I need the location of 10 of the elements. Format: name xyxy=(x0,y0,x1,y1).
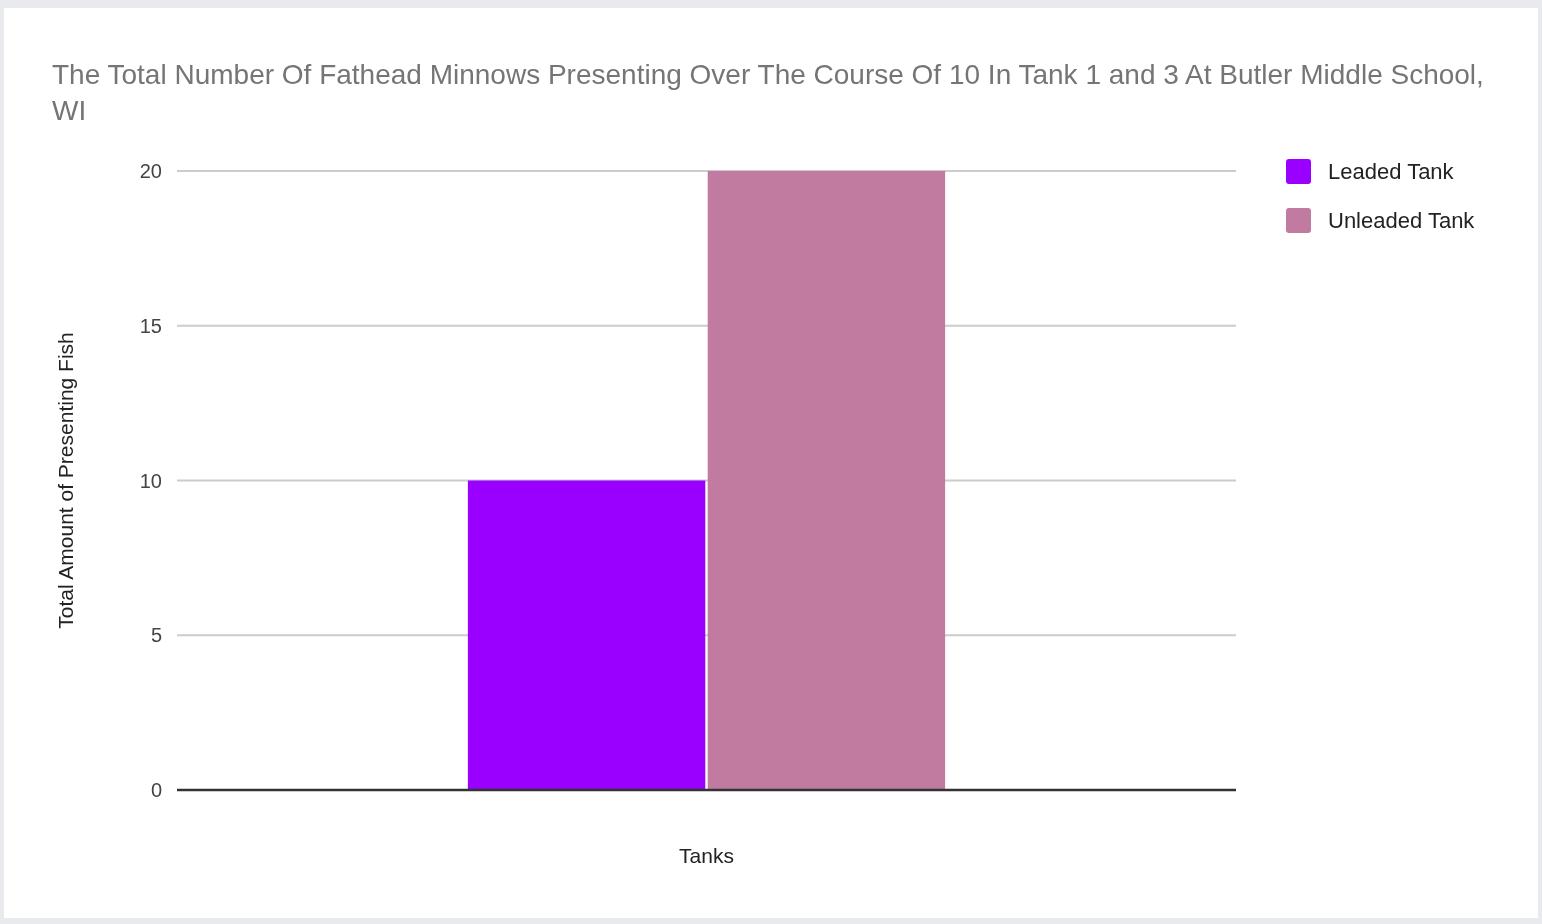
y-tick-label: 5 xyxy=(150,624,162,647)
y-tick-label: 0 xyxy=(150,779,162,801)
y-tick-label: 10 xyxy=(139,469,162,492)
x-axis-title: Tanks xyxy=(679,844,734,867)
chart-title: The Total Number Of Fathead Minnows Presenting Over The Course Of 10 In Tank 1 and 3 At Butler Middle School, WI xyxy=(52,59,1484,126)
y-tick-label: 15 xyxy=(139,314,162,337)
legend-label: Unleaded Tank xyxy=(1328,207,1476,233)
y-tick-label: 20 xyxy=(139,160,162,182)
legend-label: Leaded Tank xyxy=(1328,158,1455,184)
y-axis-title: Total Amount of Presenting Fish xyxy=(54,332,77,629)
